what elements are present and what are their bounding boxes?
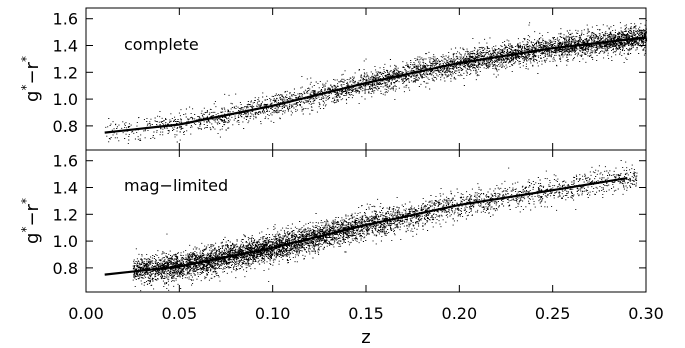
x-tick-label: 0.05	[162, 304, 198, 323]
top-panel-label: complete	[124, 35, 199, 54]
top-y-axis-title: g*−r*	[19, 56, 43, 102]
top-y-tick-label: 1.4	[53, 37, 78, 56]
x-tick-label: 0.25	[535, 304, 571, 323]
top-y-tick-label: 1.6	[53, 10, 78, 29]
top-fit-line	[104, 36, 647, 134]
panel-top: complete 0.8 1.0 1.2 1.4 1.6 g*−r*	[19, 7, 648, 151]
x-tick-label: 0.15	[348, 304, 384, 323]
top-data-points	[105, 19, 648, 144]
bottom-fit-line	[104, 177, 628, 276]
bottom-y-axis: 0.8 1.0 1.2 1.4 1.6	[53, 152, 646, 278]
bottom-y-tick-label: 0.8	[53, 259, 78, 278]
bottom-y-tick-label: 1.4	[53, 179, 78, 198]
bottom-y-tick-label: 1.0	[53, 232, 78, 251]
x-tick-label: 0.00	[68, 304, 104, 323]
bottom-y-axis-title: g*−r*	[19, 198, 43, 244]
x-tick-label: 0.10	[255, 304, 291, 323]
top-y-tick-label: 0.8	[53, 117, 78, 136]
top-y-axis: 0.8 1.0 1.2 1.4 1.6	[53, 10, 646, 136]
x-tick-label: 0.30	[628, 304, 664, 323]
bottom-y-tick-label: 1.6	[53, 152, 78, 171]
panel-bottom: mag−limited 0.8 1.0 1.2 1.4 1.6 0.00 0.05 0.10…	[19, 8, 664, 348]
x-tick-label: 0.20	[442, 304, 478, 323]
bottom-panel-label: mag−limited	[124, 176, 228, 195]
top-y-tick-label: 1.0	[53, 90, 78, 109]
x-axis-title: z	[361, 327, 370, 348]
bottom-y-tick-label: 1.2	[53, 205, 78, 224]
x-axis: 0.00 0.05 0.10 0.15 0.20 0.25 0.30	[68, 8, 664, 323]
top-y-tick-label: 1.2	[53, 63, 78, 82]
top-scatter-points	[105, 19, 648, 144]
